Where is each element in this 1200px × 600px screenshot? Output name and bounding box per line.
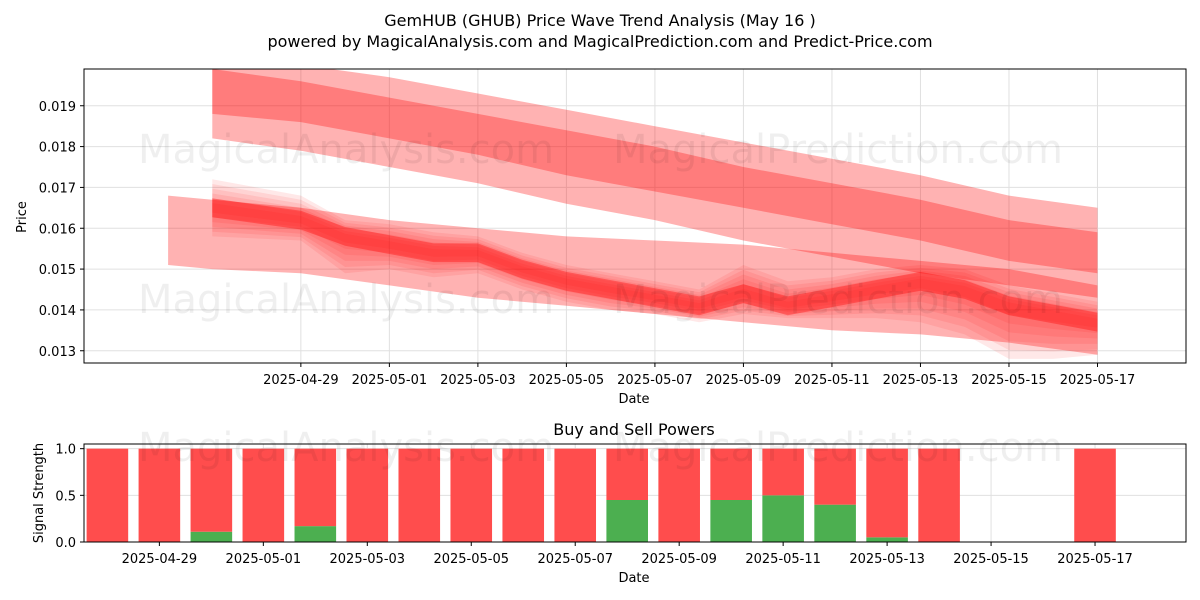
price-spread-band: [212, 188, 1098, 344]
x-tick-label: 2025-05-09: [641, 552, 717, 567]
sell-bar: [294, 448, 337, 527]
y-tick-label: 1.0: [55, 443, 76, 458]
x-tick-label: 2025-05-15: [971, 373, 1047, 388]
x-tick-label: 2025-05-09: [706, 373, 782, 388]
buy-bar: [762, 495, 804, 542]
bottom-axes-frame: [83, 443, 1187, 543]
y-tick-label: 0.014: [39, 304, 76, 319]
sell-bar: [814, 448, 856, 505]
y-tick-label: 0.5: [55, 489, 76, 504]
x-tick-label: 2025-05-11: [745, 552, 821, 567]
sell-bar: [710, 448, 752, 500]
buy-bar: [606, 500, 648, 542]
top-axes-frame: [83, 68, 1187, 364]
sell-bar: [86, 448, 129, 542]
x-tick-label: 2025-05-07: [617, 373, 693, 388]
buy-bar: [294, 526, 337, 542]
x-tick-label: 2025-05-05: [433, 552, 509, 567]
bottom-chart-title: Buy and Sell Powers: [553, 420, 715, 439]
buy-bar: [710, 500, 752, 542]
lower-wave-outer-band: [168, 195, 1098, 355]
watermark: MagicalAnalysis.com: [138, 277, 554, 323]
signal-chart: 2025-04-29 2025-05-01 2025-05-03 2025-05-05…: [55, 443, 1187, 567]
sell-bar: [450, 448, 493, 542]
x-tick-label: 2025-05-11: [794, 373, 870, 388]
sell-bar: [242, 448, 285, 542]
sell-bar: [502, 448, 545, 542]
y-tick-label: 0.018: [39, 141, 76, 156]
sell-bar: [398, 448, 441, 542]
y-tick-label: 0.015: [39, 263, 76, 278]
price-spread-band: [212, 193, 1098, 339]
upper-wave-inner-band: [212, 69, 1098, 274]
x-tick-label: 2025-05-15: [953, 552, 1029, 567]
buy-bar: [190, 531, 233, 542]
sell-bar: [138, 448, 181, 542]
price-center-band: [212, 198, 1098, 332]
sell-bar: [554, 448, 597, 542]
x-tick-label: 2025-05-17: [1057, 552, 1133, 567]
x-tick-label: 2025-05-07: [537, 552, 613, 567]
watermark: MagicalPrediction.com: [613, 425, 1063, 471]
watermark: MagicalAnalysis.com: [138, 127, 554, 173]
x-tick-label: 2025-05-03: [330, 552, 406, 567]
y-tick-label: 0.013: [39, 345, 76, 360]
sell-bar: [866, 448, 908, 538]
sell-bar: [190, 448, 233, 532]
price-spread-band: [212, 184, 1098, 352]
watermark: MagicalPrediction.com: [613, 277, 1063, 323]
x-tick-label: 2025-05-05: [529, 373, 605, 388]
x-tick-label: 2025-05-13: [849, 552, 925, 567]
watermark: MagicalAnalysis.com: [138, 425, 554, 471]
x-tick-label: 2025-05-01: [226, 552, 302, 567]
y-tick-label: 0.0: [55, 536, 76, 551]
sell-bar: [918, 448, 960, 542]
bottom-x-axis-label: Date: [618, 571, 649, 586]
top-y-axis-label: Price: [15, 201, 30, 233]
chart-subtitle: powered by MagicalAnalysis.com and Magic…: [267, 32, 932, 51]
sell-bar: [606, 448, 648, 500]
price-spread-band: [212, 198, 1098, 334]
upper-wave-outer-band: [212, 69, 1098, 298]
bottom-y-axis-label: Signal Strength: [32, 443, 47, 543]
x-tick-label: 2025-05-03: [440, 373, 516, 388]
watermark: MagicalPrediction.com: [613, 127, 1063, 173]
sell-bar: [762, 448, 804, 496]
y-tick-label: 0.019: [39, 100, 76, 115]
y-tick-label: 0.017: [39, 181, 76, 196]
sell-bar: [1074, 448, 1116, 542]
x-tick-label: 2025-05-01: [352, 373, 428, 388]
x-tick-label: 2025-04-29: [263, 373, 339, 388]
price-chart: 2025-04-29 2025-05-01 2025-05-03 2025-05-05…: [39, 68, 1187, 388]
buy-bar: [866, 537, 908, 542]
x-tick-label: 2025-04-29: [122, 552, 198, 567]
sell-bar: [346, 448, 389, 542]
x-tick-label: 2025-05-17: [1060, 373, 1136, 388]
chart-title: GemHUB (GHUB) Price Wave Trend Analysis …: [384, 11, 815, 30]
y-tick-label: 0.016: [39, 222, 76, 237]
price-spread-band: [212, 179, 1098, 359]
sell-bar: [658, 448, 700, 542]
top-x-axis-label: Date: [618, 392, 649, 407]
x-tick-label: 2025-05-13: [883, 373, 959, 388]
buy-bar: [814, 504, 856, 542]
